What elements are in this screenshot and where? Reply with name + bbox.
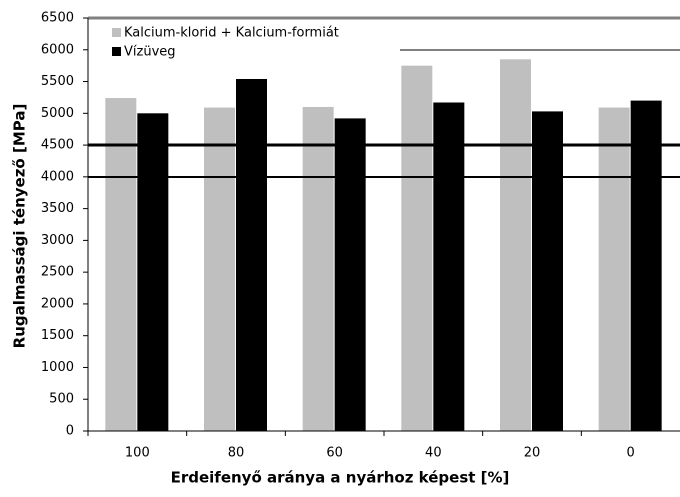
x-tick-label: 0	[627, 446, 635, 461]
y-tick-label: 5000	[41, 106, 74, 121]
x-tick-label: 20	[524, 446, 541, 461]
bar	[401, 65, 433, 432]
y-tick-label: 4000	[41, 169, 74, 184]
legend-label: Vízüveg	[124, 45, 176, 60]
bar	[105, 98, 137, 431]
bar	[532, 111, 563, 431]
bar	[433, 102, 465, 431]
bar	[302, 106, 334, 431]
bar	[334, 118, 366, 431]
bar	[598, 107, 630, 431]
y-axis-title: Rugalmassági tényező [MPa]	[11, 104, 29, 349]
y-tick-label: 2000	[41, 296, 74, 311]
bar	[500, 59, 531, 432]
y-tick-label: 6500	[41, 11, 74, 26]
y-tick-label: 1500	[41, 328, 74, 343]
x-tick-label: 100	[125, 446, 150, 461]
bar	[137, 113, 169, 432]
y-tick-label: 5500	[41, 74, 74, 89]
legend-swatch	[112, 28, 121, 37]
x-tick-label: 60	[326, 446, 343, 461]
y-tick-label: 1000	[41, 360, 74, 375]
legend-swatch	[112, 47, 121, 56]
y-tick-label: 3500	[41, 201, 74, 216]
y-tick-label: 2500	[41, 265, 74, 280]
y-tick-label: 0	[66, 424, 74, 439]
bar	[204, 107, 235, 431]
y-tick-label: 500	[49, 392, 74, 407]
y-tick-label: 4500	[41, 138, 74, 153]
x-axis-title: Erdeifenyő aránya a nyárhoz képest [%]	[171, 469, 510, 487]
bar	[236, 78, 267, 432]
x-tick-label: 80	[228, 446, 245, 461]
y-tick-label: 3000	[41, 233, 74, 248]
x-tick-label: 40	[425, 446, 442, 461]
bar	[630, 100, 662, 431]
y-tick-label: 6000	[41, 42, 74, 57]
legend-label: Kalcium-klorid + Kalcium-formiát	[124, 26, 339, 41]
